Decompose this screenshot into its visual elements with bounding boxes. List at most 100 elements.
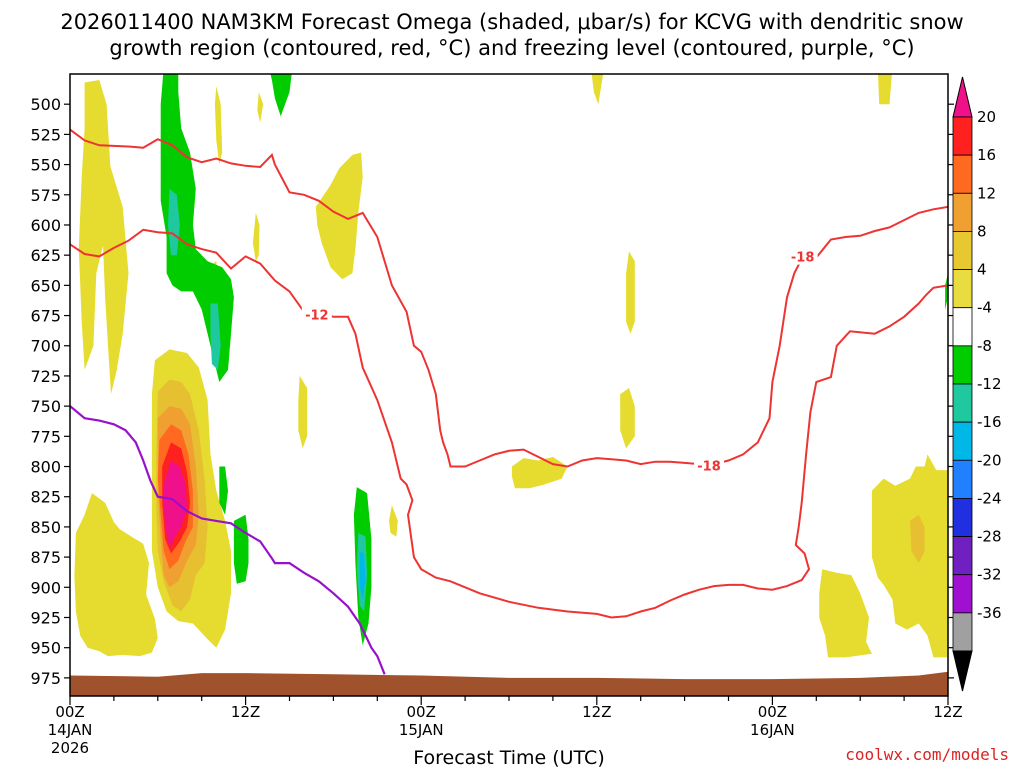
colorbar-segment [952, 345, 973, 385]
colorbar-label: -12 [977, 375, 1002, 393]
colorbar-label: 12 [977, 184, 996, 202]
y-tick-label: 550 [30, 156, 61, 175]
omega-region-up_weak [626, 251, 635, 334]
omega-region-down_mod [168, 188, 180, 256]
temperature-contours [70, 128, 948, 675]
omega-region-up_weak [620, 388, 635, 449]
colorbar-bottom-arrow [952, 650, 973, 692]
y-tick-label: 875 [30, 548, 61, 567]
x-tick-label: 12Z [582, 703, 611, 721]
omega-region-up_extreme [163, 460, 188, 549]
colorbar-label: 8 [977, 222, 987, 240]
colorbar-segment [952, 459, 973, 499]
omega-region-up_weak [78, 80, 111, 370]
y-tick-label: 775 [30, 427, 61, 446]
contour-label-bg [301, 306, 332, 323]
y-tick-label: 650 [30, 276, 61, 295]
omega-region-down_strong [359, 551, 366, 600]
y-tick-label: 675 [30, 307, 61, 326]
chart-title-line2: growth region (contoured, red, °C) and f… [109, 36, 914, 60]
x-tick-label: 15JAN [399, 721, 444, 739]
x-tick-label: 12Z [231, 703, 260, 721]
omega-region-up_weak [389, 505, 398, 537]
credit-text: coolwx.com/models [845, 745, 1009, 764]
pressure-axis: 500 525 550 575 600 625 650 675 700 725 750 775 800 8… [30, 95, 954, 688]
colorbar-segment [952, 421, 973, 461]
y-tick-label: 500 [30, 95, 61, 114]
omega-region-up_weak [591, 74, 604, 105]
x-tick-label: 00Z [55, 703, 84, 721]
omega-region-up_weak [871, 454, 948, 658]
dgz-lower-contour [70, 228, 948, 619]
colorbar-segment [952, 116, 973, 156]
colorbar-segment [952, 269, 973, 309]
colorbar-top-arrow [952, 76, 973, 118]
colorbar-label: 20 [977, 108, 996, 126]
y-tick-label: 700 [30, 337, 61, 356]
colorbar-label: -4 [977, 299, 992, 317]
colorbar-segment [952, 231, 973, 270]
y-tick-label: 900 [30, 578, 61, 597]
omega-region-up_weak [257, 92, 264, 123]
x-tick-label: 00Z [407, 703, 436, 721]
colorbar-label: -24 [977, 489, 1002, 507]
dgz-upper-contour [70, 128, 948, 468]
omega-region-down_weak [270, 74, 292, 117]
colorbar-segment [952, 536, 973, 576]
omega-region-up_weak [878, 74, 892, 105]
y-tick-label: 825 [30, 488, 61, 507]
colorbar-label: 4 [977, 261, 987, 279]
omega-region-up_weak [214, 86, 223, 165]
colorbar-label: -32 [977, 566, 1002, 584]
terrain-surface [70, 671, 948, 696]
y-tick-label: 725 [30, 367, 61, 386]
colorbar-label: -20 [977, 451, 1002, 469]
y-tick-label: 850 [30, 518, 61, 537]
colorbar-segment [952, 498, 973, 537]
omega-region-down_weak [219, 466, 228, 515]
omega-region-down_weak [233, 514, 249, 584]
colorbar-segment [952, 574, 973, 614]
y-tick-label: 750 [30, 397, 61, 416]
terrain-fill [70, 671, 948, 696]
colorbar-segment [952, 612, 973, 652]
chart-title-line1: 2026011400 NAM3KM Forecast Omega (shaded… [60, 10, 963, 34]
omega-region-up_weak [74, 493, 158, 657]
omega-region-up_weak [298, 375, 308, 449]
colorbar-segment [952, 307, 973, 347]
colorbar-segment [952, 154, 973, 194]
x-tick-label: 2026 [51, 739, 89, 757]
colorbar-segment [952, 192, 973, 232]
plot-area [70, 74, 948, 696]
y-tick-label: 800 [30, 458, 61, 477]
colorbar-label: -36 [977, 604, 1002, 622]
omega-region-up_mod [910, 514, 925, 564]
colorbar-label: 16 [977, 146, 996, 164]
y-tick-label: 925 [30, 608, 61, 627]
x-tick-label: 00Z [758, 703, 787, 721]
x-axis-label: Forecast Time (UTC) [413, 747, 604, 768]
omega-region-up_weak [819, 569, 872, 658]
contour-label: -12 [305, 309, 329, 324]
contour-label: -18 [791, 251, 815, 266]
colorbar-segment [952, 383, 973, 423]
contour-label: -18 [697, 460, 721, 475]
colorbar-label: -16 [977, 413, 1002, 431]
contour-labels: -12 -18 -18 [301, 248, 818, 475]
contour-label-bg [787, 248, 818, 265]
freezing-level-contour [70, 405, 386, 675]
y-tick-label: 525 [30, 125, 61, 144]
omega-region-up_weak [252, 212, 260, 262]
y-tick-label: 950 [30, 639, 61, 658]
x-tick-label: 16JAN [750, 721, 795, 739]
omega-region-up_weak [315, 152, 363, 280]
y-tick-label: 625 [30, 246, 61, 265]
omega-region-up_weak [96, 146, 129, 395]
y-tick-label: 975 [30, 669, 61, 688]
colorbar-label: -28 [977, 528, 1002, 546]
colorbar: 20 16 12 8 4 -4 -8 -12 -16 -20 -24 -28 -32 -36 [952, 76, 1002, 692]
x-tick-label: 12Z [933, 703, 962, 721]
y-tick-label: 600 [30, 216, 61, 235]
